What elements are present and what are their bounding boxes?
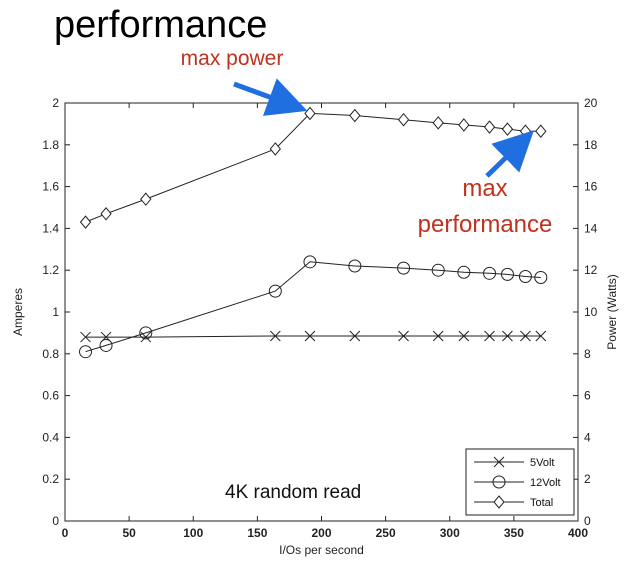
x-axis-label: I/Os per second <box>279 543 364 557</box>
series-total-point <box>535 124 547 138</box>
slide-title: performance <box>54 4 268 46</box>
legend-swatch-marker <box>492 475 506 489</box>
series-12volt-point <box>303 255 317 269</box>
y-left-tick-label: 0.6 <box>42 389 59 403</box>
x-tick-label: 300 <box>440 526 460 540</box>
x-tick-label: 350 <box>504 526 524 540</box>
series-total-point <box>140 192 152 206</box>
y-right-tick-label: 12 <box>584 263 598 277</box>
x-tick-label: 0 <box>62 526 69 540</box>
y-right-tick-label: 6 <box>584 389 591 403</box>
series-total-line <box>85 112 541 223</box>
legend-label: Total <box>530 497 553 509</box>
series-12volt-point <box>348 259 362 273</box>
x-tick-label: 150 <box>247 526 267 540</box>
y-left-tick-label: 0 <box>52 514 59 528</box>
series-total <box>79 106 547 229</box>
callout-max-perf-label-2: performance <box>418 211 553 238</box>
series-5volt-point <box>535 330 547 342</box>
y-right-tick-label: 18 <box>584 138 598 152</box>
legend-swatch-marker <box>493 456 505 468</box>
in-plot-annotation: 4K random read <box>225 482 361 503</box>
y-left-tick-label: 2 <box>52 96 59 110</box>
series-12volt-point <box>79 345 93 359</box>
series-5volt-point <box>304 330 316 342</box>
series-5volt-point <box>432 330 444 342</box>
callout-max-power-arrow <box>233 78 308 116</box>
y-left-tick-label: 1.8 <box>42 138 59 152</box>
y-right-tick-label: 2 <box>584 472 591 486</box>
series-5volt-point <box>520 330 531 342</box>
series-12volt-point <box>457 265 471 279</box>
x-tick-label: 200 <box>311 526 331 540</box>
legend-swatch-marker <box>493 495 505 509</box>
series-12volt-point <box>483 266 497 280</box>
series-12volt-point <box>268 284 282 298</box>
series-12volt-point <box>431 263 445 277</box>
y-left-tick-label: 0.2 <box>42 472 59 486</box>
series-12volt-point <box>397 261 411 275</box>
y-right-tick-label: 14 <box>584 221 598 235</box>
series-5volt-line <box>85 335 541 338</box>
y-right-tick-label: 10 <box>584 305 598 319</box>
y-left-tick-label: 1 <box>52 305 59 319</box>
x-tick-label: 400 <box>568 526 588 540</box>
legend-label: 5Volt <box>530 457 554 469</box>
series-5volt-point <box>269 330 281 342</box>
y-right-tick-label: 0 <box>584 514 591 528</box>
series-5volt-point <box>502 330 513 342</box>
series-5volt-point <box>458 330 470 342</box>
callout-max-perf-arrow <box>485 130 534 178</box>
y-right-tick-label: 20 <box>584 96 598 110</box>
series-5volt-point <box>349 330 361 342</box>
series-5volt-point <box>484 330 495 342</box>
series-5volt-point <box>398 330 409 342</box>
y-left-tick-label: 0.8 <box>42 347 59 361</box>
y-right-tick-label: 4 <box>584 430 591 444</box>
series-total-point <box>432 116 444 130</box>
series-5volt-point <box>80 331 91 343</box>
series-5volt <box>80 330 547 343</box>
series-total-point <box>349 108 361 123</box>
y-right-axis-label: Power (Watts) <box>605 274 619 350</box>
x-tick-label: 50 <box>122 526 136 540</box>
series-12volt-point <box>500 267 514 281</box>
series-total-point <box>458 118 470 132</box>
series-12volt-point <box>99 338 113 352</box>
legend-label: 12Volt <box>530 477 561 489</box>
y-right-tick-label: 16 <box>584 180 598 194</box>
y-left-axis-label: Amperes <box>11 288 25 336</box>
series-total-point <box>269 142 281 156</box>
x-tick-label: 100 <box>183 526 203 540</box>
series-total-point <box>79 215 92 229</box>
callout-max-perf-label-1: max <box>462 175 507 202</box>
y-left-tick-label: 1.6 <box>42 180 59 194</box>
series-total-point <box>100 206 112 221</box>
series-total-point <box>519 124 532 138</box>
series-12volt-point <box>534 271 548 285</box>
series-total-point <box>483 120 496 134</box>
series-12volt-line <box>85 261 541 353</box>
y-left-tick-label: 1.2 <box>42 263 59 277</box>
series-total-point <box>501 122 514 136</box>
x-tick-label: 250 <box>376 526 396 540</box>
legend: 5Volt 12Volt Total <box>465 448 575 516</box>
callout-max-power-label: max power <box>181 47 284 70</box>
series-total-point <box>397 112 410 127</box>
y-left-tick-label: 0.4 <box>42 430 59 444</box>
y-left-tick-label: 1.4 <box>42 221 59 235</box>
series-12volt-point <box>139 326 153 340</box>
series-12volt-point <box>518 269 532 283</box>
y-right-tick-label: 8 <box>584 347 591 361</box>
series-12volt <box>79 255 548 359</box>
